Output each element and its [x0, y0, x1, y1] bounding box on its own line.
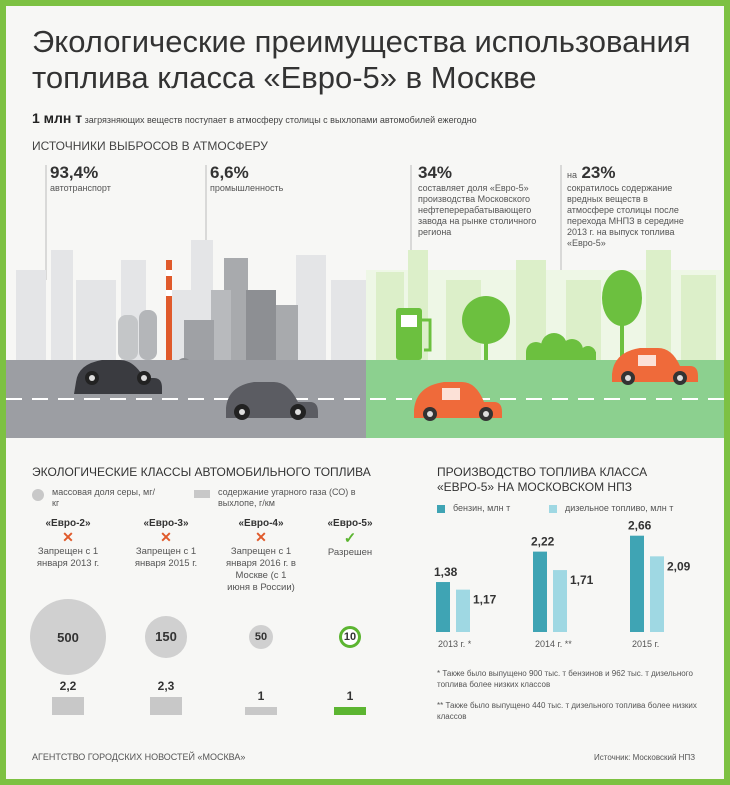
- co-bar: [52, 697, 84, 715]
- million-line: 1 млн т загрязняющих веществ поступает в…: [32, 110, 477, 126]
- stat-reduction-value: 23%: [581, 163, 616, 182]
- fuel-classes-header: ЭКОЛОГИЧЕСКИЕ КЛАССЫ АВТОМОБИЛЬНОГО ТОПЛ…: [32, 465, 371, 479]
- city-scene-illustration: [6, 160, 724, 440]
- bar-data-label: 1,38: [434, 565, 458, 579]
- footer-source: Источник: Московский НПЗ: [594, 753, 696, 762]
- bar-data-label: 1,17: [473, 593, 497, 607]
- fuel-class-status: Разрешен: [327, 547, 373, 558]
- cross-icon: ✕: [62, 529, 74, 545]
- bar-data-label: 2,22: [531, 535, 555, 549]
- bar-gasoline: [630, 535, 644, 632]
- sulfur-circle: 10: [339, 626, 361, 648]
- chart-title: ПРОИЗВОДСТВО ТОПЛИВА КЛАССА «ЕВРО-5» НА …: [437, 465, 648, 494]
- sulfur-circle: 50: [248, 624, 273, 649]
- bar-gasoline: [436, 582, 450, 632]
- million-value: 1 млн т: [32, 110, 83, 126]
- legend-co-swatch: [194, 490, 210, 498]
- legend-co: содержание угарного газа (СО) в выхлопе,…: [194, 487, 358, 509]
- fuel-class-name: «Евро-5»: [327, 518, 373, 529]
- bar-diesel: [650, 556, 664, 632]
- tree-icon-2: [602, 270, 642, 360]
- footer-agency: АГЕНТСТВО ГОРОДСКИХ НОВОСТЕЙ «МОСКВА»: [32, 752, 246, 762]
- stat-transport-label: автотранспорт: [50, 183, 111, 193]
- sources-header: ИСТОЧНИКИ ВЫБРОСОВ В АТМОСФЕРУ: [32, 139, 268, 153]
- fuel-class-name: «Евро-2»: [45, 518, 91, 529]
- co-bar: [150, 696, 182, 715]
- legend-sulfur-swatch: [32, 489, 44, 501]
- bar-diesel: [553, 570, 567, 632]
- legend-sulfur-text: массовая доля серы, мг/кг: [52, 487, 155, 508]
- check-icon: ✓: [343, 530, 357, 547]
- stat-euro5-share: 34% составляет доля «Евро-5» производств…: [418, 163, 548, 238]
- fuel-class-column: «Евро-4» ✕ Запрещен с 1 января 2016 г. в М…: [216, 518, 306, 594]
- category-label: 2013 г. *: [438, 639, 472, 649]
- bar-data-label: 1,71: [570, 573, 594, 587]
- fuel-class-status: Запрещен с 1 января 2016 г. в Москве (с …: [226, 546, 296, 593]
- category-label: 2015 г.: [632, 639, 659, 649]
- sulfur-circle: 500: [30, 599, 106, 675]
- million-text: загрязняющих веществ поступает в атмосфе…: [84, 115, 477, 125]
- cross-icon: ✕: [255, 529, 267, 545]
- stat-transport: 93,4% автотранспорт: [50, 163, 111, 194]
- cross-icon: ✕: [160, 529, 172, 545]
- co-value: 1: [346, 689, 354, 703]
- legend-gasoline-swatch: [437, 504, 445, 513]
- legend-co-text: содержание угарного газа (СО) в выхлопе,…: [218, 487, 356, 508]
- fuel-class-name: «Евро-4»: [238, 518, 284, 529]
- stat-transport-value: 93,4%: [50, 163, 99, 182]
- fuel-class-status: Запрещен с 1 января 2013 г.: [36, 546, 100, 569]
- co-bar: [245, 707, 277, 715]
- tree-icon-1: [462, 296, 510, 360]
- stat-euro5-share-value: 34%: [418, 163, 453, 182]
- fuel-class-status: Запрещен с 1 января 2015 г.: [134, 546, 198, 569]
- co-bar: [334, 707, 366, 715]
- note-1: * Также было выпущено 900 тыс. т бензино…: [437, 669, 693, 689]
- legend-diesel-text: дизельное топливо, млн т: [565, 503, 674, 513]
- car-dark-2: [226, 382, 318, 420]
- sulfur-circle: 150: [145, 616, 187, 658]
- note-2: ** Также было выпущено 440 тыс. т дизель…: [437, 701, 697, 721]
- bar-data-label: 2,66: [628, 519, 652, 533]
- car-orange-2: [612, 348, 698, 385]
- legend-diesel: дизельное топливо, млн т: [549, 503, 673, 514]
- legend-sulfur: массовая доля серы, мг/кг: [32, 487, 162, 509]
- legend-gasoline: бензин, млн т: [437, 503, 510, 514]
- stat-industry-value: 6,6%: [210, 163, 249, 182]
- fuel-class-column: «Евро-2» ✕ Запрещен с 1 января 2013 г.: [23, 518, 113, 570]
- stat-euro5-share-label: составляет доля «Евро-5» производства Мо…: [418, 183, 537, 237]
- stat-industry: 6,6% промышленность: [210, 163, 283, 194]
- legend-diesel-swatch: [549, 504, 557, 513]
- stat-industry-label: промышленность: [210, 183, 284, 193]
- stat-reduction: на 23% сократилось содержание вредных ве…: [567, 163, 697, 249]
- bar-gasoline: [533, 551, 547, 632]
- bar-data-label: 2,09: [667, 559, 691, 573]
- fuel-class-column: «Евро-3» ✕ Запрещен с 1 января 2015 г.: [121, 518, 211, 570]
- gas-station-icon: [396, 308, 432, 360]
- category-label: 2014 г. **: [535, 639, 572, 649]
- stat-reduction-prefix: на: [567, 170, 577, 180]
- car-orange-1: [414, 382, 502, 421]
- co-value: 1: [257, 689, 265, 703]
- stat-reduction-label: сократилось содержание вредных веществ в…: [567, 183, 684, 248]
- factory-icon: [118, 258, 298, 360]
- co-value: 2,2: [59, 679, 77, 694]
- bar-chart: 1,38 1,17 2013 г. * 2,22 1,71 2014 г. ** 2,66 2…: [430, 510, 720, 665]
- bush-icon: [526, 333, 596, 362]
- bar-diesel: [456, 589, 470, 632]
- car-dark-1: [74, 360, 162, 394]
- legend-gasoline-text: бензин, млн т: [453, 503, 511, 513]
- co-value: 2,3: [157, 678, 175, 693]
- fuel-class-name: «Евро-3»: [143, 518, 189, 529]
- fuel-class-column: «Евро-5» ✓ Разрешен: [305, 518, 395, 559]
- page-title: Экологические преимущества использования…: [32, 24, 691, 95]
